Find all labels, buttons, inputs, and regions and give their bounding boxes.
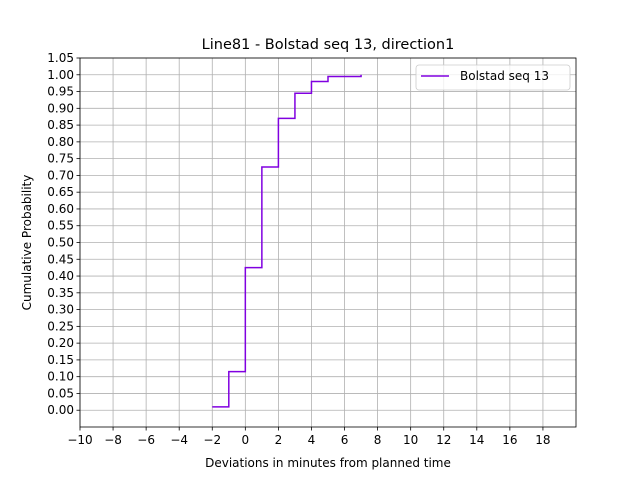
x-tick-label: 14 — [469, 433, 484, 447]
y-tick-label: 0.25 — [47, 319, 74, 333]
y-tick-label: 0.65 — [47, 185, 74, 199]
x-tick-label: −2 — [203, 433, 221, 447]
x-tick-label: 16 — [502, 433, 517, 447]
y-tick-label: 0.50 — [47, 236, 74, 250]
chart-title: Line81 - Bolstad seq 13, direction1 — [202, 37, 455, 53]
y-tick-label: 0.40 — [47, 269, 74, 283]
y-tick-label: 0.30 — [47, 303, 74, 317]
y-tick-label: 0.35 — [47, 286, 74, 300]
grid — [79, 57, 576, 427]
y-tick-label: 0.60 — [47, 202, 74, 216]
x-tick-label: −6 — [137, 433, 155, 447]
x-tick-label: 6 — [341, 433, 349, 447]
x-tick-label: 2 — [275, 433, 283, 447]
y-tick-label: 1.05 — [47, 51, 74, 65]
x-tick-label: 12 — [436, 433, 451, 447]
legend-box — [415, 64, 571, 91]
y-tick-label: 0.90 — [47, 101, 74, 115]
y-tick-label: 0.45 — [47, 252, 74, 266]
y-tick-label: 0.05 — [47, 386, 74, 400]
legend: Bolstad seq 13 — [415, 64, 571, 91]
x-axis: −10 −8 −6 −4 −2 0 2 4 6 8 10 12 14 16 18 — [67, 427, 551, 447]
x-tick-label: −4 — [170, 433, 188, 447]
x-tick-label: −10 — [67, 433, 92, 447]
y-tick-label: 0.80 — [47, 135, 74, 149]
x-tick-label: −8 — [104, 433, 122, 447]
x-tick-label: 8 — [374, 433, 382, 447]
y-tick-label: 0.00 — [47, 403, 74, 417]
y-tick-label: 1.00 — [47, 68, 74, 82]
y-axis: 0.00 0.05 0.10 0.15 0.20 0.25 0.30 0.35 0.40 0.45… — [47, 51, 80, 417]
y-axis-label: Cumulative Probability — [20, 175, 34, 311]
y-tick-label: 0.70 — [47, 168, 74, 182]
y-tick-label: 0.20 — [47, 336, 74, 350]
y-tick-label: 0.55 — [47, 219, 74, 233]
x-tick-label: 0 — [242, 433, 250, 447]
x-axis-label: Deviations in minutes from planned time — [205, 456, 451, 470]
series-layer — [212, 74, 362, 408]
y-tick-label: 0.15 — [47, 353, 74, 367]
y-tick-label: 0.10 — [47, 370, 74, 384]
y-tick-label: 0.95 — [47, 85, 74, 99]
y-tick-label: 0.85 — [47, 118, 74, 132]
x-tick-label: 10 — [403, 433, 418, 447]
legend-label: Bolstad seq 13 — [460, 69, 549, 83]
x-tick-label: 18 — [535, 433, 550, 447]
y-tick-label: 0.75 — [47, 152, 74, 166]
series-line — [212, 74, 362, 408]
x-tick-label: 4 — [308, 433, 316, 447]
